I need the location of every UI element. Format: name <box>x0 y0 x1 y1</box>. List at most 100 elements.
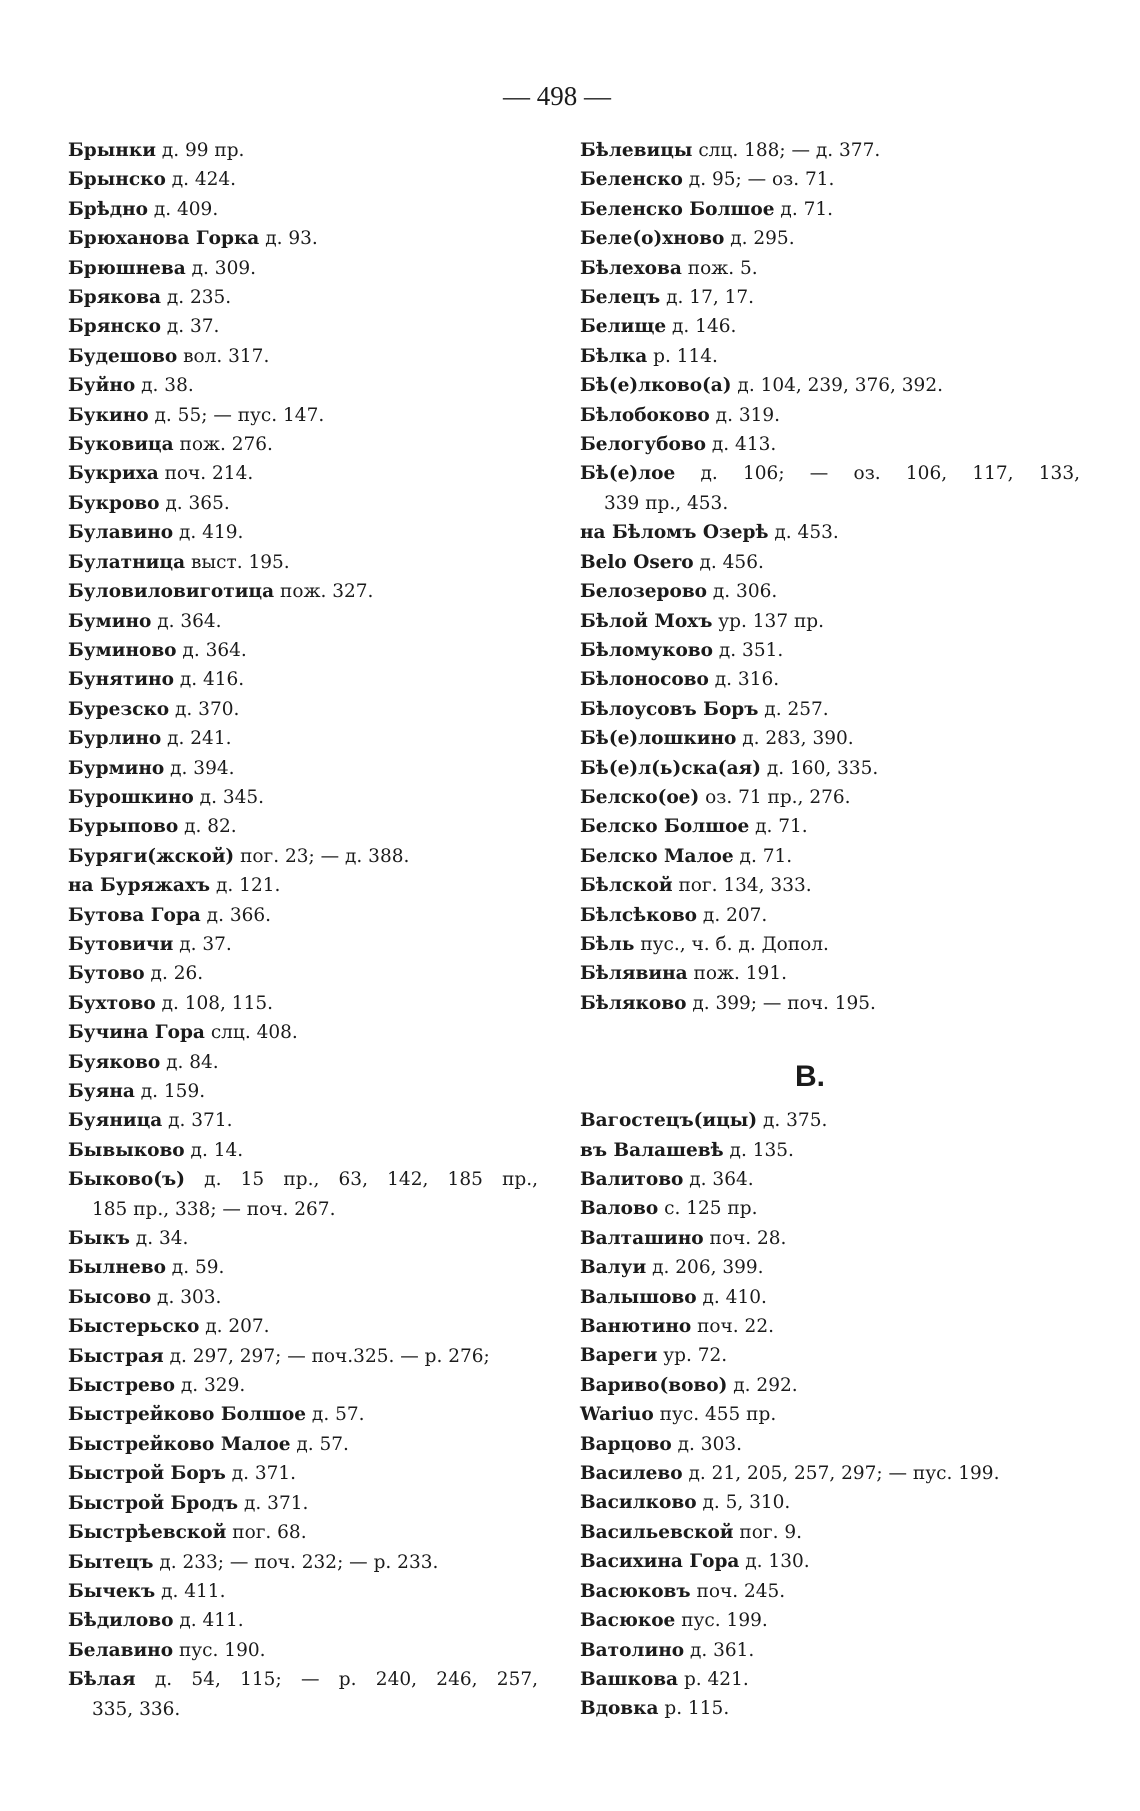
index-entry: Быстрой Боръ д. 371. <box>68 1459 538 1488</box>
index-entry-line: Бурезско д. 370. <box>68 695 538 724</box>
entry-reference: д. 416. <box>179 669 245 691</box>
index-entry: Васихина Гора д. 130. <box>580 1547 1080 1576</box>
index-entry: Бутова Гора д. 366. <box>68 901 538 930</box>
index-entry-line: Белозерово д. 306. <box>580 577 1080 606</box>
index-entry-line: Wariuo пус. 455 пр. <box>580 1400 1080 1429</box>
entry-reference: д. 297, 297; — поч.325. — р. 276; <box>169 1345 490 1367</box>
entry-reference: д. 295. <box>730 228 795 250</box>
entry-reference: д. 54, 115; — р. 240, 246, 257, <box>154 1669 538 1691</box>
index-entry-line: Буйно д. 38. <box>68 371 538 400</box>
index-entry-line: Будешово вол. 317. <box>68 342 538 371</box>
entry-reference: д. 364. <box>157 610 222 632</box>
index-entry: Быстрая д. 297, 297; — поч.325. — р. 276… <box>68 1342 538 1371</box>
entry-reference: д. 319. <box>715 404 781 426</box>
index-entry-line: Василево д. 21, 205, 257, 297; — пус. 19… <box>580 1459 1080 1488</box>
entry-name: Белище <box>580 316 667 338</box>
index-entry-line: Белавино пус. 190. <box>68 1636 538 1665</box>
index-entry: Belo Osero д. 456. <box>580 548 1080 577</box>
entry-reference: д. 329. <box>180 1375 246 1397</box>
entry-reference: поч. 245. <box>696 1580 786 1602</box>
entry-reference: д. 371. <box>231 1463 297 1485</box>
index-entry-line: Валитово д. 364. <box>580 1165 1080 1194</box>
entry-reference: д. 361. <box>689 1639 755 1661</box>
entry-name: Брюшнева <box>68 257 186 279</box>
entry-name: Бѣлоусовъ Боръ <box>580 698 759 720</box>
index-entry: Васюковъ поч. 245. <box>580 1577 1080 1606</box>
entry-reference: д. 55; — пус. 147. <box>154 404 325 426</box>
index-entry-line: Васихина Гора д. 130. <box>580 1547 1080 1576</box>
index-entry: Букино д. 55; — пус. 147. <box>68 401 538 430</box>
index-entry: Бычекъ д. 411. <box>68 1577 538 1606</box>
index-entry-line: Бѣлой Мохъ ур. 137 пр. <box>580 607 1080 636</box>
index-entry: Белско Малое д. 71. <box>580 842 1080 871</box>
index-entry-line: Булатница выст. 195. <box>68 548 538 577</box>
entry-name: Булавино <box>68 522 174 544</box>
entry-reference: д. 364. <box>689 1169 754 1190</box>
entry-name: въ Валашевѣ <box>580 1139 724 1161</box>
index-entry-line: Бутова Гора д. 366. <box>68 901 538 930</box>
entry-reference: пог. 134, 333. <box>678 875 812 897</box>
entry-name: Бурезско <box>68 698 170 720</box>
index-entry: Васюкое пус. 199. <box>580 1606 1080 1635</box>
section-heading-text: B. <box>795 1060 825 1094</box>
entry-reference: пус., ч. б. д. Допол. <box>640 933 829 955</box>
entry-name: Бутова Гора <box>68 904 201 926</box>
index-entry-line: Бурмино д. 394. <box>68 754 538 783</box>
entry-name: Белско(ое) <box>580 786 700 808</box>
entry-name: Бѣляково <box>580 992 687 1014</box>
index-entry-line: Беленско Болшое д. 71. <box>580 195 1080 224</box>
entry-name: Бучина Гора <box>68 1022 205 1044</box>
entry-reference: д. 95; — оз. 71. <box>688 169 835 191</box>
entry-reference: д. 411. <box>161 1580 226 1602</box>
entry-name: Бѣдилово <box>68 1610 174 1632</box>
index-entry: Бѣлобоково д. 319. <box>580 401 1080 430</box>
entry-name: Бѣ(е)л(ь)ска(ая) <box>580 757 761 779</box>
entry-reference: поч. 22. <box>697 1316 774 1338</box>
entry-reference: д. 309. <box>191 257 256 279</box>
entry-name: Бѣлка <box>580 345 648 367</box>
index-entry: Булавино д. 419. <box>68 518 538 547</box>
index-entry: Букрово д. 365. <box>68 489 538 518</box>
entry-name: Брынки <box>68 140 156 161</box>
entry-name: Бытецъ <box>68 1551 154 1573</box>
index-entry-line: Белско Малое д. 71. <box>580 842 1080 871</box>
index-entry-line: Быстрейково Болшое д. 57. <box>68 1400 538 1429</box>
entry-reference: д. 159. <box>140 1081 206 1102</box>
entry-name: Буяница <box>68 1110 163 1132</box>
index-entry: Белогубово д. 413. <box>580 430 1080 459</box>
entry-reference: д. 106; — оз. 106, 117, 133, <box>700 463 1080 485</box>
index-entry: Вариво(вово) д. 292. <box>580 1371 1080 1400</box>
index-entry: Wariuo пус. 455 пр. <box>580 1400 1080 1429</box>
entry-name: Беленско Болшое <box>580 198 775 220</box>
index-entry-line: Belo Osero д. 456. <box>580 548 1080 577</box>
entry-name: Варцово <box>580 1433 672 1455</box>
entry-name: Букрово <box>68 492 160 514</box>
index-entry: Брянско д. 37. <box>68 312 538 341</box>
index-entry: Бѣлой Мохъ ур. 137 пр. <box>580 607 1080 636</box>
entry-name: Belo Osero <box>580 551 694 573</box>
index-entry-line: Бѣль пус., ч. б. д. Допол. <box>580 930 1080 959</box>
index-entry-line: Бѣлобоково д. 319. <box>580 401 1080 430</box>
entry-reference: д. 15 пр., 63, 142, 185 пр., <box>204 1169 539 1191</box>
index-entry-line: Быстрой Бродъ д. 371. <box>68 1489 538 1518</box>
entry-name: Бухтово <box>68 992 156 1014</box>
entry-name: Wariuo <box>580 1404 654 1426</box>
entry-name: Буряги(жской) <box>68 845 235 867</box>
index-entry: Буряги(жской) пог. 23; — д. 388. <box>68 842 538 871</box>
index-entry-line: Вдовка р. 115. <box>580 1694 1080 1723</box>
entry-reference: д. 207. <box>205 1316 270 1338</box>
index-entry-line: Беле(о)хново д. 295. <box>580 224 1080 253</box>
index-entry: Ватолино д. 361. <box>580 1636 1080 1665</box>
index-entry-line: Бутовичи д. 37. <box>68 930 538 959</box>
index-entry-line: Брынки д. 99 пр. <box>68 136 538 165</box>
entry-reference: ур. 72. <box>663 1345 728 1367</box>
entry-name: Быстрейково Болшое <box>68 1404 307 1426</box>
entry-name: Вашкова <box>580 1668 679 1690</box>
index-entry: Булатница выст. 195. <box>68 548 538 577</box>
index-entry: Васильевской пог. 9. <box>580 1518 1080 1547</box>
entry-reference: д. 57. <box>311 1404 365 1426</box>
index-entry: Брѣдно д. 409. <box>68 195 538 224</box>
entry-reference: д. 21, 205, 257, 297; — пус. 199. <box>688 1463 1000 1485</box>
entry-name: Бѣ(е)лково(а) <box>580 375 732 397</box>
index-entry-line: Бутово д. 26. <box>68 959 538 988</box>
